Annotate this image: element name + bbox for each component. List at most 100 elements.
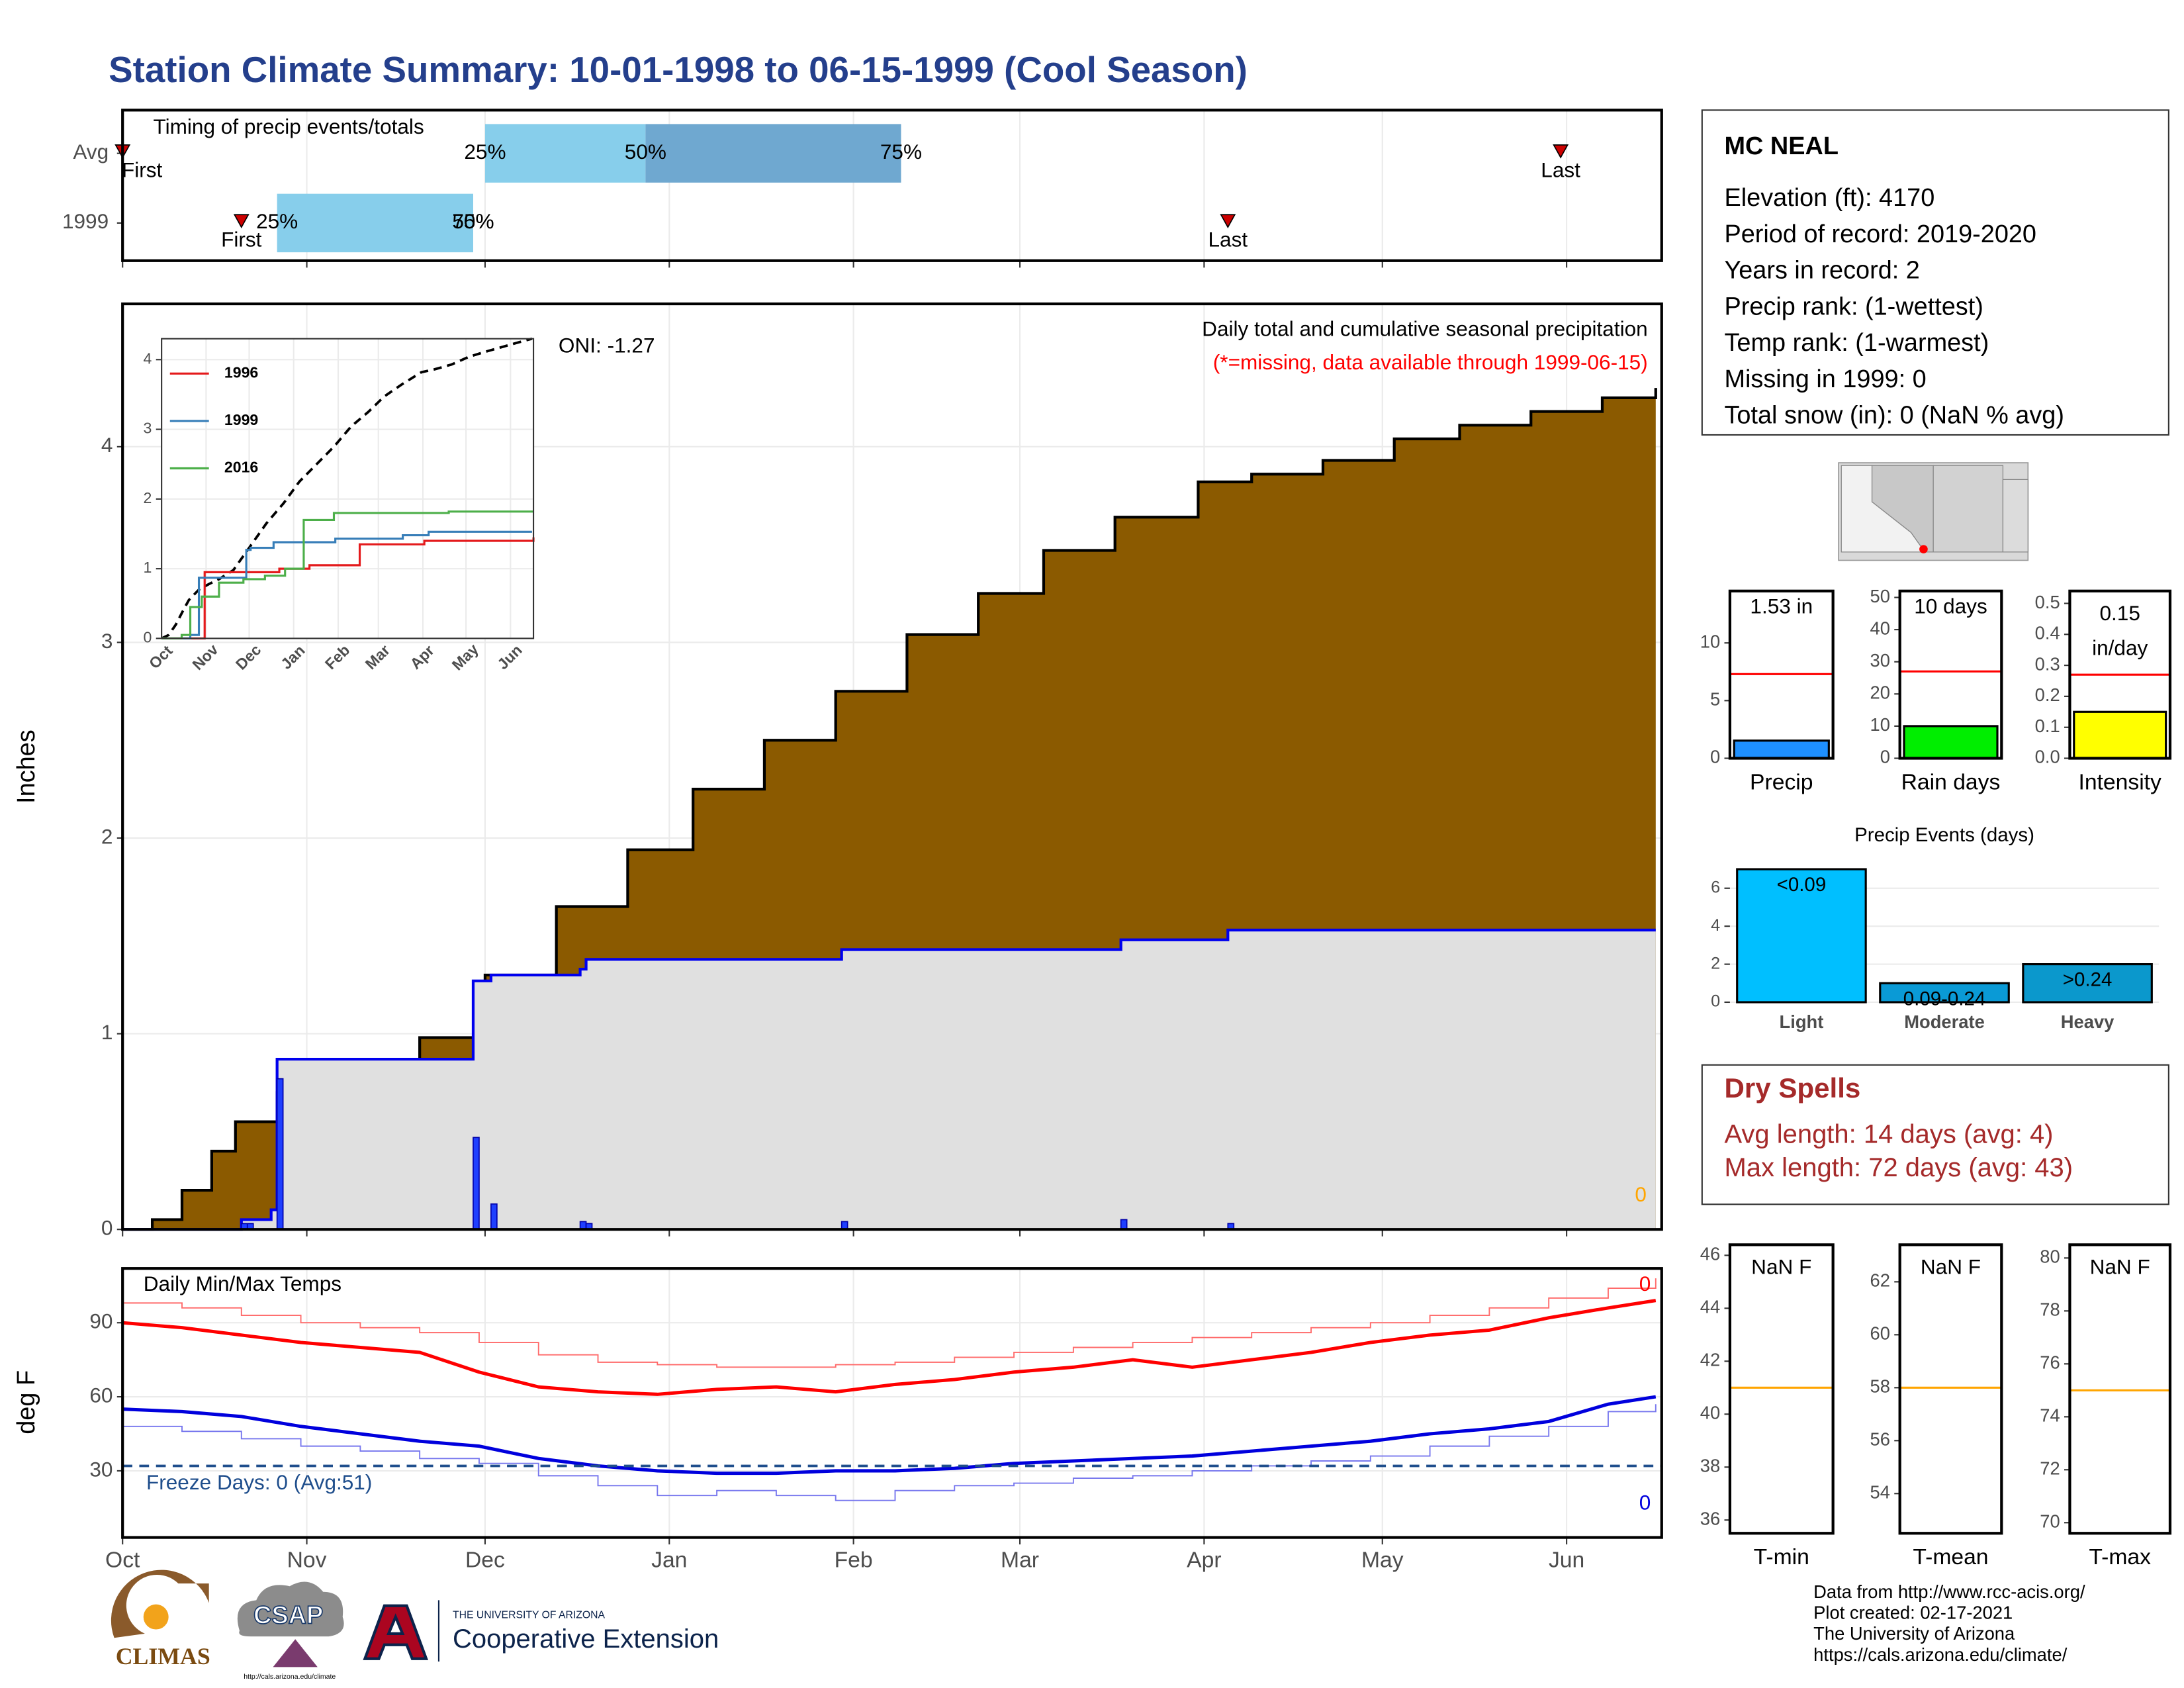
freeze-label: Freeze Days: 0 (Avg:51) [146,1470,372,1494]
value-label: 1.53 in [1750,594,1813,618]
panel-frame [1728,589,1835,760]
value-label: 10 days [1914,594,1987,618]
y-axis-title: deg F [13,1370,40,1434]
panel-frame [121,1267,1663,1539]
y-tick-label: 44 [1700,1297,1720,1317]
x-axis-title: T-min [1754,1545,1809,1570]
series-line [161,510,534,639]
y-tick-label: 30 [1870,650,1890,671]
series-line [161,530,532,639]
x-tick-label: Dec [465,1548,505,1572]
y-category-label: 1999 [62,209,109,233]
y-tick-label: 0.0 [2035,747,2060,767]
quantile-label: 50% [452,209,494,233]
quantile-label: 25% [464,140,506,164]
event-label: First [122,158,163,181]
panel-frame [121,302,1663,1231]
value-label: NaN F [1751,1255,1811,1279]
x-axis-title: T-max [2089,1545,2151,1570]
daily-bar [490,1203,498,1231]
y-tick-label: 0.4 [2035,623,2060,643]
cumulative-line [122,388,1657,1231]
value-label: NaN F [1921,1255,1981,1279]
quantile-bar [484,124,646,183]
temperature-line [122,1395,1657,1476]
quantile-label: 50% [625,140,666,164]
legend-label: 2016 [224,459,259,476]
y-tick-label: 62 [1870,1270,1890,1291]
y-tick-label: 0.2 [2035,684,2060,705]
series-line [161,537,535,639]
temperature-line [122,1299,1657,1396]
dry-spells-title: Dry Spells [1724,1072,1860,1103]
x-tick-label: Mar [1001,1548,1039,1572]
x-axis-title: T-mean [1913,1545,1988,1570]
station-info: Precip rank: (1-wettest) [1724,293,1983,320]
y-tick-label: 1 [101,1020,113,1044]
y-tick-label: 2 [144,489,152,506]
event-marker [1220,214,1236,228]
daily-bar [1120,1219,1128,1231]
event-bar [1736,868,1867,1004]
y-tick-label: 10 [1700,631,1720,651]
x-axis-title: Rain days [1901,770,2001,794]
y-tick-label: 46 [1700,1244,1720,1264]
y-tick-label: 50 [1870,586,1890,606]
map-state [1933,465,2004,553]
event-marker [233,214,250,228]
y-tick-label: 4 [1711,916,1720,935]
x-tick-label: Feb [835,1548,873,1572]
legend-label: 1996 [224,363,259,381]
panel-title: Daily total and cumulative seasonal prec… [1202,316,1648,340]
station-info: Missing in 1999: 0 [1724,365,1926,393]
value-bar [1733,739,1830,760]
y-tick-label: 70 [2040,1511,2060,1532]
event-label: Last [1541,158,1580,181]
unit-label: in/day [2092,636,2148,660]
station-box [1701,109,2169,436]
y-tick-label: 42 [1700,1350,1720,1370]
quantile-label: 75% [452,209,494,233]
climas-logo [111,1570,209,1638]
oni-annotation: ONI: -1.27 [559,334,655,357]
y-tick-label: 10 [1870,714,1890,735]
y-tick-label: 40 [1700,1403,1720,1423]
station-info: Elevation (ft): 4170 [1724,184,1934,212]
station-info: Years in record: 2 [1724,257,1919,285]
y-axis-title: Inches [13,729,40,804]
x-tick-label: Jan [651,1548,687,1572]
y-tick-label: 0.5 [2035,592,2060,612]
y-tick-label: 0 [144,629,152,646]
footer-line: The University of Arizona [1813,1623,2015,1644]
y-tick-label: 36 [1700,1509,1720,1529]
panel-frame [121,109,1663,262]
y-category-label: Avg [73,140,109,164]
y-tick-label: 0 [1710,747,1720,767]
event-label: Last [1208,228,1248,252]
y-tick-label: 78 [2040,1299,2060,1320]
y-tick-label: 0 [1711,992,1720,1011]
value-label: 0.15 [2099,601,2140,625]
y-tick-label: 4 [101,433,113,457]
extension-text: Cooperative Extension [453,1624,719,1654]
quantile-label: 75% [880,140,922,164]
y-tick-label: 56 [1870,1429,1890,1450]
dry-spells-info: Avg length: 14 days (avg: 4) [1724,1120,2053,1149]
y-tick-label: 2 [1711,954,1720,972]
value-bar [1903,725,1999,760]
cumulative-area [122,929,1656,1230]
x-tick-label: Moderate [1904,1011,1985,1032]
panel-frame [1728,1243,1835,1535]
csap-mountain [273,1639,318,1667]
event-bar [2022,963,2153,1004]
count-label: 0 [1639,1272,1651,1295]
panel-background [1729,1244,1833,1534]
logos [111,1570,439,1667]
page-title: Station Climate Summary: 10-01-1998 to 0… [109,49,1248,90]
panel-title: Precip Events (days) [1854,824,2034,846]
x-axis-title: Precip [1750,770,1813,794]
event-label: First [221,228,262,252]
y-tick-label: 6 [1711,878,1720,896]
footer-line: Data from http://www.rcc-acis.org/ [1813,1581,2085,1602]
missing-count: 0 [1635,1182,1647,1206]
